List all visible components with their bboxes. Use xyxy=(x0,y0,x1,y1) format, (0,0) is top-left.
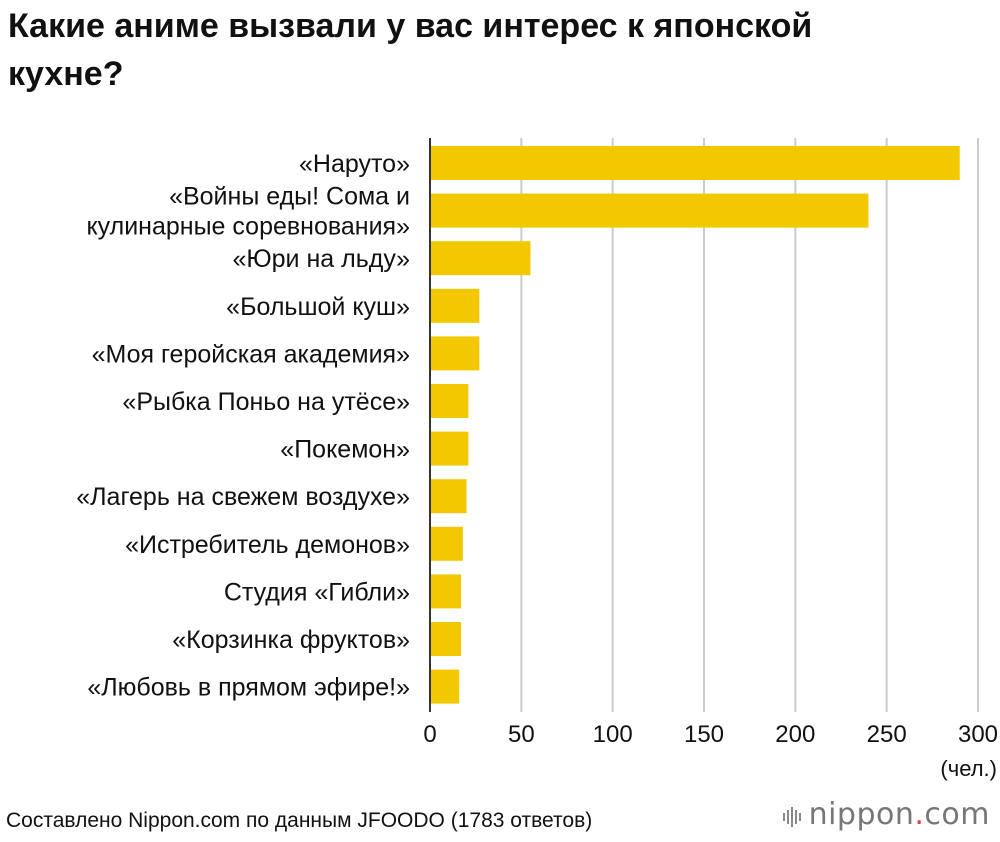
bar xyxy=(430,336,480,371)
category-label: «Большой куш» xyxy=(226,293,410,321)
category-label: «Корзинка фруктов» xyxy=(172,626,410,654)
x-tick-label: 0 xyxy=(423,721,436,748)
logo-name: nippon xyxy=(808,797,915,832)
x-tick-label: 50 xyxy=(508,721,535,748)
x-tick-label: 150 xyxy=(684,721,724,748)
category-label: «Покемон» xyxy=(280,436,410,464)
category-label: «Моя геройская академия» xyxy=(92,340,410,368)
bar xyxy=(430,193,869,228)
bar xyxy=(430,288,480,323)
bar xyxy=(430,384,469,418)
chart-title: Какие аниме вызвали у вас интерес к япон… xyxy=(8,7,813,93)
x-tick-label: 250 xyxy=(867,721,907,748)
category-label: «Истребитель демонов» xyxy=(125,531,410,559)
x-unit-label: (чел.) xyxy=(940,756,997,781)
category-label: «Наруто» xyxy=(299,150,410,178)
bar xyxy=(430,431,469,466)
x-tick-label: 300 xyxy=(958,721,998,748)
category-label: «Рыбка Поньо на утёсе» xyxy=(122,388,410,416)
category-label: «Юри на льду» xyxy=(232,245,410,273)
bar xyxy=(430,526,463,561)
source-note: Составлено Nippon.com по данным JFOODO (… xyxy=(6,809,593,832)
x-tick-label: 100 xyxy=(593,721,633,748)
bar xyxy=(430,574,462,609)
x-tick-label: 200 xyxy=(775,721,815,748)
category-label: Студия «Гибли» xyxy=(224,578,410,606)
logo-bars-icon xyxy=(782,798,803,833)
bar xyxy=(430,479,467,514)
logo-dot: . xyxy=(914,797,925,832)
category-label: кулинарные соревнования» xyxy=(86,213,410,241)
bar xyxy=(430,669,460,704)
logo-tld: com xyxy=(924,797,990,832)
category-label: «Любовь в прямом эфире!» xyxy=(87,674,410,702)
bar xyxy=(430,146,960,180)
bar xyxy=(430,241,531,276)
nippon-logo: nippon.com xyxy=(782,797,990,833)
category-label: «Лагерь на свежем воздухе» xyxy=(76,483,410,511)
category-label: «Войны еды! Сома и xyxy=(169,183,410,211)
bar xyxy=(430,622,462,656)
